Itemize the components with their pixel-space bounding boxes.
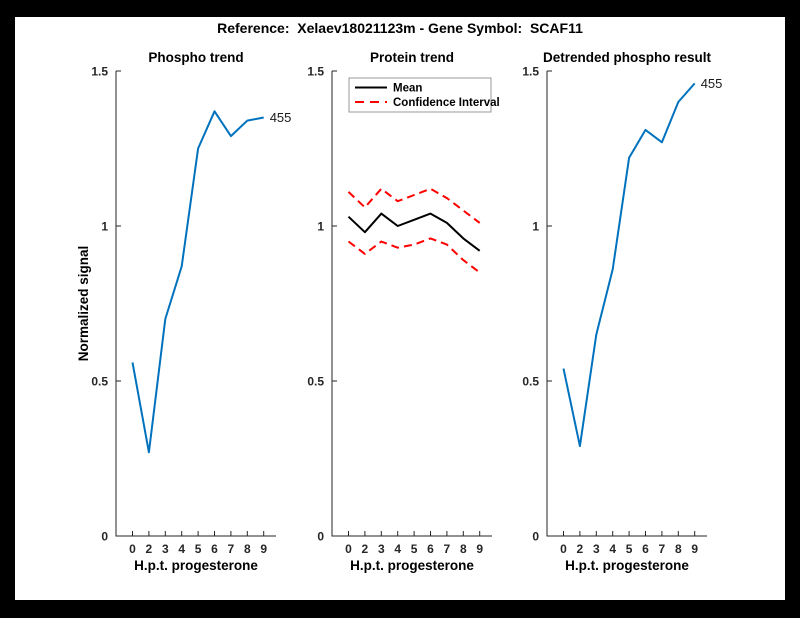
x-tick-label: 9	[476, 542, 483, 556]
subplot-title: Phospho trend	[148, 50, 243, 65]
protein-mean-line	[347, 212, 481, 252]
y-tick-label: 1.5	[91, 65, 108, 79]
x-tick-label: 8	[460, 542, 467, 556]
y-axis-label: Normalized signal	[76, 246, 91, 362]
legend-label: Mean	[393, 83, 422, 95]
x-tick-label: 0	[345, 542, 352, 556]
y-tick-label: 0	[101, 530, 108, 544]
x-tick-label: 7	[659, 542, 666, 556]
x-tick-label: 3	[378, 542, 385, 556]
phospho-signal-line	[131, 110, 264, 454]
y-tick-label: 1.5	[522, 65, 539, 79]
confidence-interval-lower-line	[347, 237, 481, 274]
x-tick-label: 0	[560, 542, 567, 556]
x-tick-label: 6	[211, 542, 218, 556]
axes	[331, 71, 492, 537]
x-axis-label: H.p.t. progesterone	[565, 558, 689, 573]
y-tick-label: 1	[101, 220, 108, 234]
x-tick-label: 5	[411, 542, 418, 556]
x-tick-label: 4	[394, 542, 401, 556]
x-tick-label: 8	[675, 542, 682, 556]
x-tick-label: 7	[444, 542, 451, 556]
x-tick-label: 6	[427, 542, 434, 556]
x-tick-label: 3	[593, 542, 600, 556]
x-tick-label: 2	[577, 542, 584, 556]
series-end-label: 455	[270, 110, 292, 125]
axes	[115, 71, 276, 537]
x-axis-label: H.p.t. progesterone	[350, 558, 474, 573]
x-tick-label: 7	[228, 542, 235, 556]
x-tick-label: 5	[195, 542, 202, 556]
series-end-label: 455	[701, 76, 723, 91]
y-tick-label: 0	[317, 530, 324, 544]
subplot-title: Protein trend	[370, 50, 454, 65]
y-tick-label: 1	[317, 220, 324, 234]
x-tick-label: 4	[609, 542, 616, 556]
legend: Mean Confidence Interval	[348, 77, 500, 113]
figure-title: Reference: Xelaev18021123m - Gene Symbol…	[217, 20, 583, 36]
x-tick-label: 6	[642, 542, 649, 556]
y-tick-label: 0	[532, 530, 539, 544]
x-tick-label: 5	[626, 542, 633, 556]
axes	[546, 71, 707, 537]
x-tick-label: 2	[146, 542, 153, 556]
x-tick-label: 3	[162, 542, 169, 556]
x-tick-label: 9	[691, 542, 698, 556]
subplot-title: Detrended phospho result	[543, 50, 712, 65]
confidence-interval-upper-line	[347, 187, 481, 224]
figure-canvas	[15, 17, 785, 600]
y-tick-label: 1	[532, 220, 539, 234]
x-tick-label: 8	[244, 542, 251, 556]
y-tick-label: 1.5	[307, 65, 324, 79]
y-tick-label: 0.5	[522, 375, 539, 389]
x-tick-label: 0	[129, 542, 136, 556]
detrended-phospho-signal-line	[562, 82, 696, 448]
legend-box	[348, 77, 492, 113]
x-tick-label: 4	[178, 542, 185, 556]
y-tick-label: 0.5	[91, 375, 108, 389]
legend-label: Confidence Interval	[393, 97, 500, 109]
x-tick-label: 9	[260, 542, 267, 556]
x-tick-label: 2	[362, 542, 369, 556]
x-axis-label: H.p.t. progesterone	[134, 558, 258, 573]
y-tick-label: 0.5	[307, 375, 324, 389]
